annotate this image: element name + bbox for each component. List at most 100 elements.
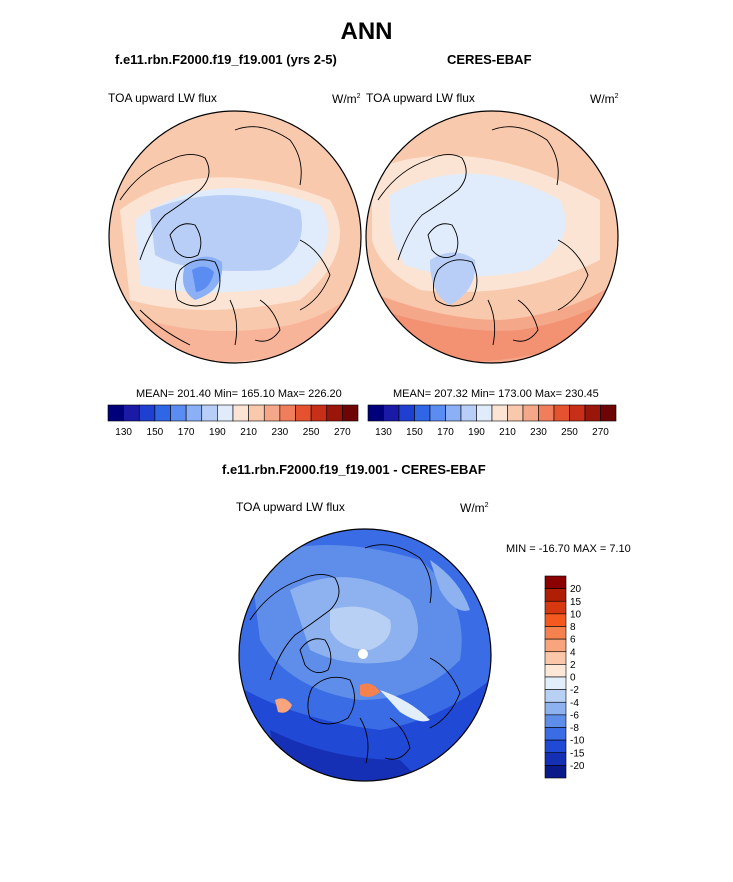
panel2-colorbar-swatch: [414, 404, 431, 422]
diff-colorbar-tick-label: -2: [570, 685, 579, 696]
panel1-colorbar-swatch: [232, 404, 249, 422]
panel2-units-label: W/m2: [590, 92, 619, 106]
panel2-colorbar-tick-label: 190: [468, 427, 485, 438]
panel1-colorbar-swatch: [342, 404, 359, 422]
diff-colorbar-swatch: [544, 600, 567, 615]
panel1-colorbar: 130 150 170 190 210 230 250 270: [107, 404, 359, 438]
diff-colorbar-tick-label: -15: [570, 748, 585, 759]
panel2-colorbar-tick-label: 210: [499, 427, 516, 438]
panel2-colorbar: 130 150 170 190 210 230 250 270: [367, 404, 617, 438]
panel2-case-title: CERES-EBAF: [447, 52, 532, 67]
diff-colorbar-swatch: [544, 676, 567, 690]
panel2-variable-label: TOA upward LW flux: [366, 91, 475, 105]
panel2-colorbar-swatch: [445, 404, 462, 422]
panel2-colorbar-swatch: [584, 404, 601, 422]
diff-colorbar-swatch: [544, 714, 567, 728]
panel2-colorbar-swatch: [522, 404, 539, 422]
panel2-colorbar-swatch: [460, 404, 477, 422]
diff-title: f.e11.rbn.F2000.f19_f19.001 - CERES-EBAF: [222, 462, 486, 477]
diff-colorbar-swatch: [544, 651, 567, 665]
diff-colorbar-swatch: [544, 588, 567, 602]
panel2-colorbar-swatch: [476, 404, 493, 422]
panel2-colorbar-swatch: [398, 404, 415, 422]
panel2-map-border: [365, 110, 619, 364]
panel1-colorbar-tick-label: 190: [209, 427, 226, 438]
panel2-colorbar-tick-label: 130: [375, 427, 392, 438]
diff-colorbar-tick-label: 0: [570, 673, 576, 684]
diff-variable-label: TOA upward LW flux: [236, 500, 345, 514]
panel1-variable-label: TOA upward LW flux: [108, 91, 217, 105]
panel1-stats: MEAN= 201.40 Min= 165.10 Max= 226.20: [136, 388, 342, 400]
panel1-colorbar-tick-label: 230: [272, 427, 289, 438]
diff-units-label: W/m2: [460, 501, 489, 515]
panel2-colorbar-swatch: [553, 404, 570, 422]
diff-minmax: MIN = -16.70 MAX = 7.10: [506, 543, 631, 555]
panel2-colorbar-tick-label: 170: [437, 427, 454, 438]
panel1-colorbar-swatch: [185, 404, 203, 422]
diff-colorbar-swatch: [544, 701, 567, 716]
panel2-colorbar-tick-label: 270: [592, 427, 609, 438]
panel1-colorbar-tick-label: 170: [178, 427, 195, 438]
panel1-colorbar-swatch: [138, 404, 156, 422]
diff-colorbar-tick-label: 8: [570, 622, 576, 633]
diff-colorbar-swatch: [544, 613, 567, 627]
panel2-colorbar-swatch: [383, 404, 400, 422]
panel1-colorbar-swatch: [217, 404, 234, 422]
diff-map-border: [238, 528, 492, 782]
diff-polar-map: [239, 529, 491, 781]
panel2-colorbar-swatch: [600, 404, 617, 422]
panel1-colorbar-tick-label: 150: [147, 427, 164, 438]
panel1-colorbar-swatch: [154, 404, 171, 422]
diff-colorbar-swatch: [544, 626, 567, 640]
diff-colorbar-tick-label: 10: [570, 609, 582, 620]
panel1-case-title: f.e11.rbn.F2000.f19_f19.001 (yrs 2-5): [115, 52, 337, 67]
panel1-colorbar-swatch: [107, 404, 124, 422]
diff-colorbar-swatch: [544, 575, 567, 589]
panel2-colorbar-tick-label: 150: [406, 427, 423, 438]
panel1-colorbar-tick-label: 250: [303, 427, 320, 438]
diff-colorbar-tick-label: -6: [570, 710, 579, 721]
panel1-colorbar-swatch: [310, 404, 328, 422]
panel1-colorbar-tick-label: 210: [240, 427, 257, 438]
panel2-colorbar-swatch: [429, 404, 446, 422]
panel1-colorbar-swatch: [326, 404, 343, 422]
panel1-map-border: [108, 110, 362, 364]
panel2-colorbar-swatch: [491, 404, 508, 422]
diff-colorbar-tick-label: 6: [570, 635, 576, 646]
diff-colorbar-swatch: [544, 765, 567, 779]
diff-colorbar-tick-label: 20: [570, 584, 582, 595]
panel1-colorbar-swatch: [279, 404, 296, 422]
diff-colorbar-tick-label: -10: [570, 736, 585, 747]
diff-colorbar-swatch: [544, 739, 567, 754]
diff-colorbar-swatch: [544, 752, 567, 766]
panel2-colorbar-tick-label: 250: [561, 427, 578, 438]
panel2-colorbar-tick-label: 230: [530, 427, 547, 438]
panel1-colorbar-swatch: [201, 404, 218, 422]
panel1-colorbar-tick-label: 270: [334, 427, 351, 438]
diff-colorbar-tick-label: 4: [570, 647, 576, 658]
panel2-colorbar-swatch: [569, 404, 586, 422]
figure-title: ANN: [340, 18, 393, 45]
panel1-colorbar-swatch: [248, 404, 265, 422]
panel1-colorbar-swatch: [170, 404, 187, 422]
panel2-colorbar-swatch: [538, 404, 555, 422]
panel1-units-label: W/m2: [332, 92, 361, 106]
panel2-colorbar-swatch: [507, 404, 524, 422]
panel2-stats: MEAN= 207.32 Min= 173.00 Max= 230.45: [393, 388, 599, 400]
panel2-colorbar-swatch: [367, 404, 384, 422]
panel1-polar-map: [109, 111, 361, 363]
diff-colorbar-swatch: [544, 664, 567, 678]
panel1-colorbar-swatch: [263, 404, 281, 422]
panel1-colorbar-tick-label: 130: [115, 427, 132, 438]
panel1-colorbar-swatch: [295, 404, 312, 422]
diff-colorbar-tick-label: -4: [570, 698, 579, 709]
diff-colorbar-swatch: [544, 689, 567, 703]
diff-colorbar-tick-label: -8: [570, 723, 579, 734]
panel1-colorbar-swatch: [123, 404, 140, 422]
diff-colorbar-tick-label: -20: [570, 761, 585, 772]
diff-colorbar-tick-label: 15: [570, 597, 582, 608]
diff-colorbar-swatch: [544, 638, 567, 653]
panel2-polar-map: [366, 111, 618, 363]
diff-colorbar-tick-label: 2: [570, 660, 576, 671]
